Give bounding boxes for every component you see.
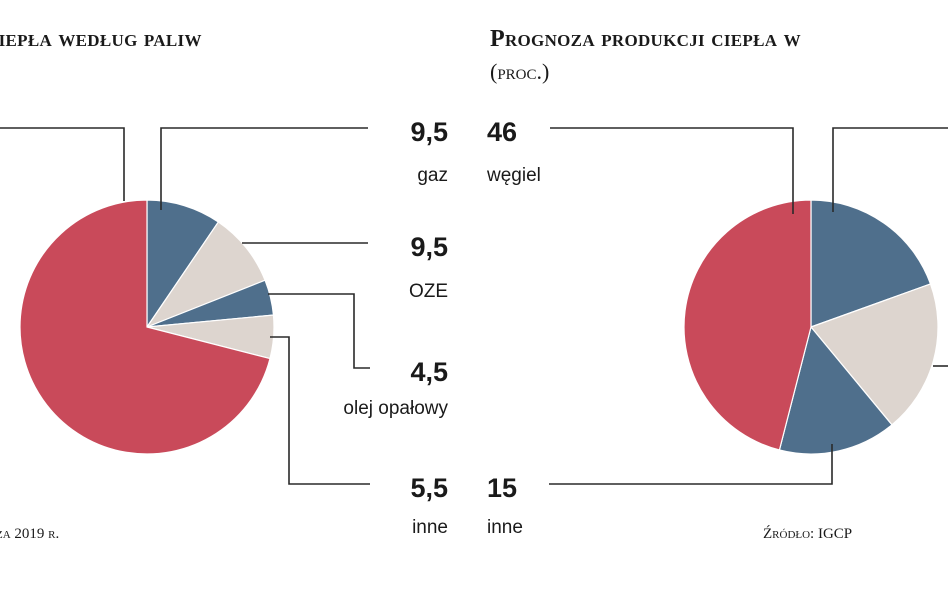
value-inne-left: 5,5 <box>410 473 448 503</box>
label-wegiel: węgiel <box>486 165 541 186</box>
label-inne-left: inne <box>412 517 448 538</box>
label-inne-right: inne <box>487 517 523 538</box>
left-chart-title: ciepła według paliw <box>0 26 202 52</box>
right-pie-slice-0 <box>810 199 932 328</box>
right-pie-slice-2-inne <box>778 325 893 455</box>
left-pie-slice-1-OZE <box>145 221 266 329</box>
label-gaz: gaz <box>417 165 448 186</box>
value-gaz: 9,5 <box>410 117 448 147</box>
value-inne-right: 15 <box>487 473 517 503</box>
leader-line-inne-right <box>549 444 833 485</box>
right-chart-source: Źródło: IGCP <box>763 525 852 542</box>
leader-line-olej <box>268 293 370 369</box>
label-olej: olej opałowy <box>343 398 448 419</box>
value-olej: 4,5 <box>410 357 448 387</box>
left-chart-note: za 2019 r. <box>0 526 59 542</box>
value-wegiel: 46 <box>487 117 517 147</box>
right-pie-chart <box>683 199 939 455</box>
right-pie-slice-3-węgiel <box>683 199 812 451</box>
right-chart-title: Prognoza produkcji ciepła w <box>490 26 801 52</box>
leader-line-gaz <box>160 127 368 210</box>
label-oze: OZE <box>409 281 448 302</box>
right-pie-slice-1 <box>809 283 939 426</box>
left-pie-slice-0-gaz <box>146 199 220 329</box>
leader-line-right-blue <box>832 127 948 212</box>
leader-line-inne-left <box>270 336 370 485</box>
leader-line-wegiel <box>550 127 794 214</box>
value-oze: 9,5 <box>410 232 448 262</box>
leader-line-left-red <box>0 127 125 201</box>
right-chart-subtitle: (proc.) <box>490 59 549 84</box>
left-pie-slice-4 <box>19 199 271 455</box>
left-pie-chart <box>19 199 275 455</box>
